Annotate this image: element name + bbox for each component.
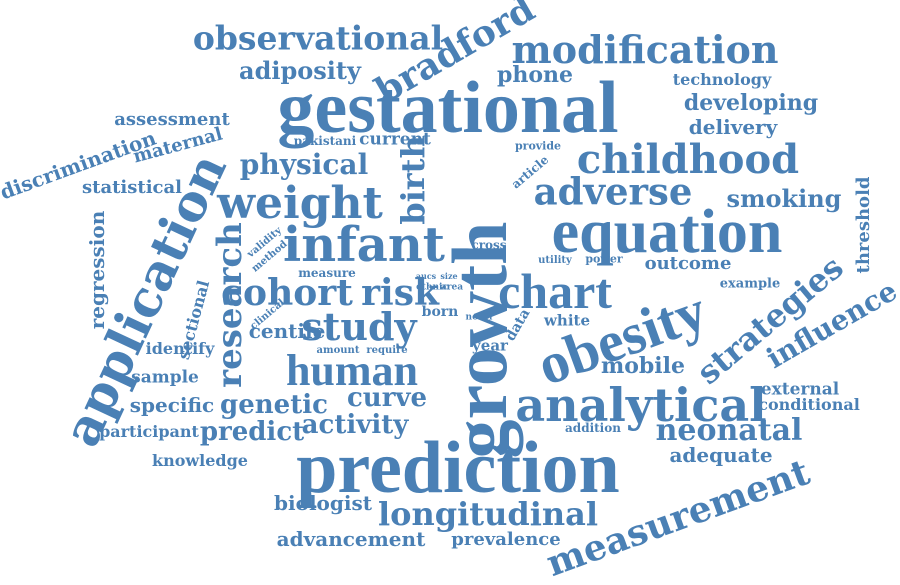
word-predict: predict bbox=[199, 417, 305, 447]
word-genetic: genetic bbox=[220, 390, 328, 420]
word-advancement: advancement bbox=[276, 527, 426, 551]
word-amount: amount bbox=[316, 345, 360, 356]
word-risk: risk bbox=[361, 272, 439, 314]
word-phone: phone bbox=[496, 62, 574, 88]
word-biologist: biologist bbox=[274, 491, 372, 515]
word-adequate: adequate bbox=[669, 443, 773, 467]
word-area: area bbox=[440, 282, 464, 293]
word-activity: activity bbox=[301, 410, 409, 440]
word-aucs: aucs bbox=[415, 271, 437, 281]
word-physical: physical bbox=[239, 148, 369, 181]
word-born: born bbox=[421, 304, 459, 320]
word-example: example bbox=[719, 276, 781, 292]
word-outcome: outcome bbox=[644, 253, 732, 274]
word-longitudinal: longitudinal bbox=[377, 495, 599, 533]
word-smoking: smoking bbox=[726, 184, 842, 213]
word-chart: chart bbox=[498, 263, 612, 319]
word-study: study bbox=[301, 304, 417, 349]
word-cross: cross bbox=[471, 238, 507, 252]
word-ethnic: ethnic bbox=[416, 282, 448, 293]
word-size: size bbox=[440, 271, 458, 281]
word-prevalence: prevalence bbox=[451, 529, 561, 550]
word-neonatal: neonatal bbox=[655, 413, 803, 448]
word-measure: measure bbox=[298, 266, 356, 280]
word-regression: regression bbox=[85, 210, 109, 330]
word-infant: infant bbox=[283, 217, 445, 273]
word-current: current bbox=[359, 129, 431, 150]
word-equation: equation bbox=[551, 198, 783, 266]
word-statistical: statistical bbox=[81, 177, 183, 198]
word-conditional: conditional bbox=[758, 395, 860, 414]
word-assessment: assessment bbox=[114, 109, 230, 130]
word-provide: provide bbox=[514, 139, 562, 153]
word-threshold: threshold bbox=[853, 176, 874, 274]
word-centile: centile bbox=[248, 319, 326, 343]
word-analytical: analytical bbox=[515, 378, 767, 432]
word-cohort: cohort bbox=[221, 272, 353, 314]
word-developing: developing bbox=[683, 90, 819, 116]
word-growth: growth bbox=[436, 221, 523, 459]
word-prediction: prediction bbox=[296, 427, 620, 509]
word-technology: technology bbox=[672, 70, 772, 89]
word-identify: identify bbox=[145, 339, 215, 358]
word-childhood: childhood bbox=[576, 136, 800, 183]
word-observational: observational bbox=[192, 18, 444, 58]
word-utility: utility bbox=[538, 255, 572, 266]
word-modification: modification bbox=[511, 27, 779, 72]
word-require: require bbox=[366, 345, 408, 356]
word-weight: weight bbox=[217, 178, 383, 229]
word-knowledge: knowledge bbox=[152, 451, 248, 470]
word-curve: curve bbox=[346, 383, 428, 413]
word-adverse: adverse bbox=[533, 169, 693, 214]
word-white: white bbox=[544, 311, 590, 330]
word-mobile: mobile bbox=[600, 353, 686, 379]
word-external: external bbox=[760, 379, 840, 400]
word-participant: participant bbox=[99, 422, 199, 441]
word-birth: birth bbox=[394, 135, 432, 225]
word-novel: novel bbox=[465, 312, 493, 323]
word-human: human bbox=[285, 346, 419, 395]
word-pakistani: pakistani bbox=[293, 134, 357, 148]
word-gestational: gestational bbox=[277, 67, 619, 149]
word-delivery: delivery bbox=[688, 115, 778, 139]
word-addition: addition bbox=[565, 421, 621, 435]
word-year: year bbox=[472, 336, 508, 355]
word-specific: specific bbox=[129, 393, 215, 417]
word-power: power bbox=[585, 252, 623, 266]
word-sample: sample bbox=[131, 367, 199, 388]
word-adiposity: adiposity bbox=[239, 56, 361, 85]
